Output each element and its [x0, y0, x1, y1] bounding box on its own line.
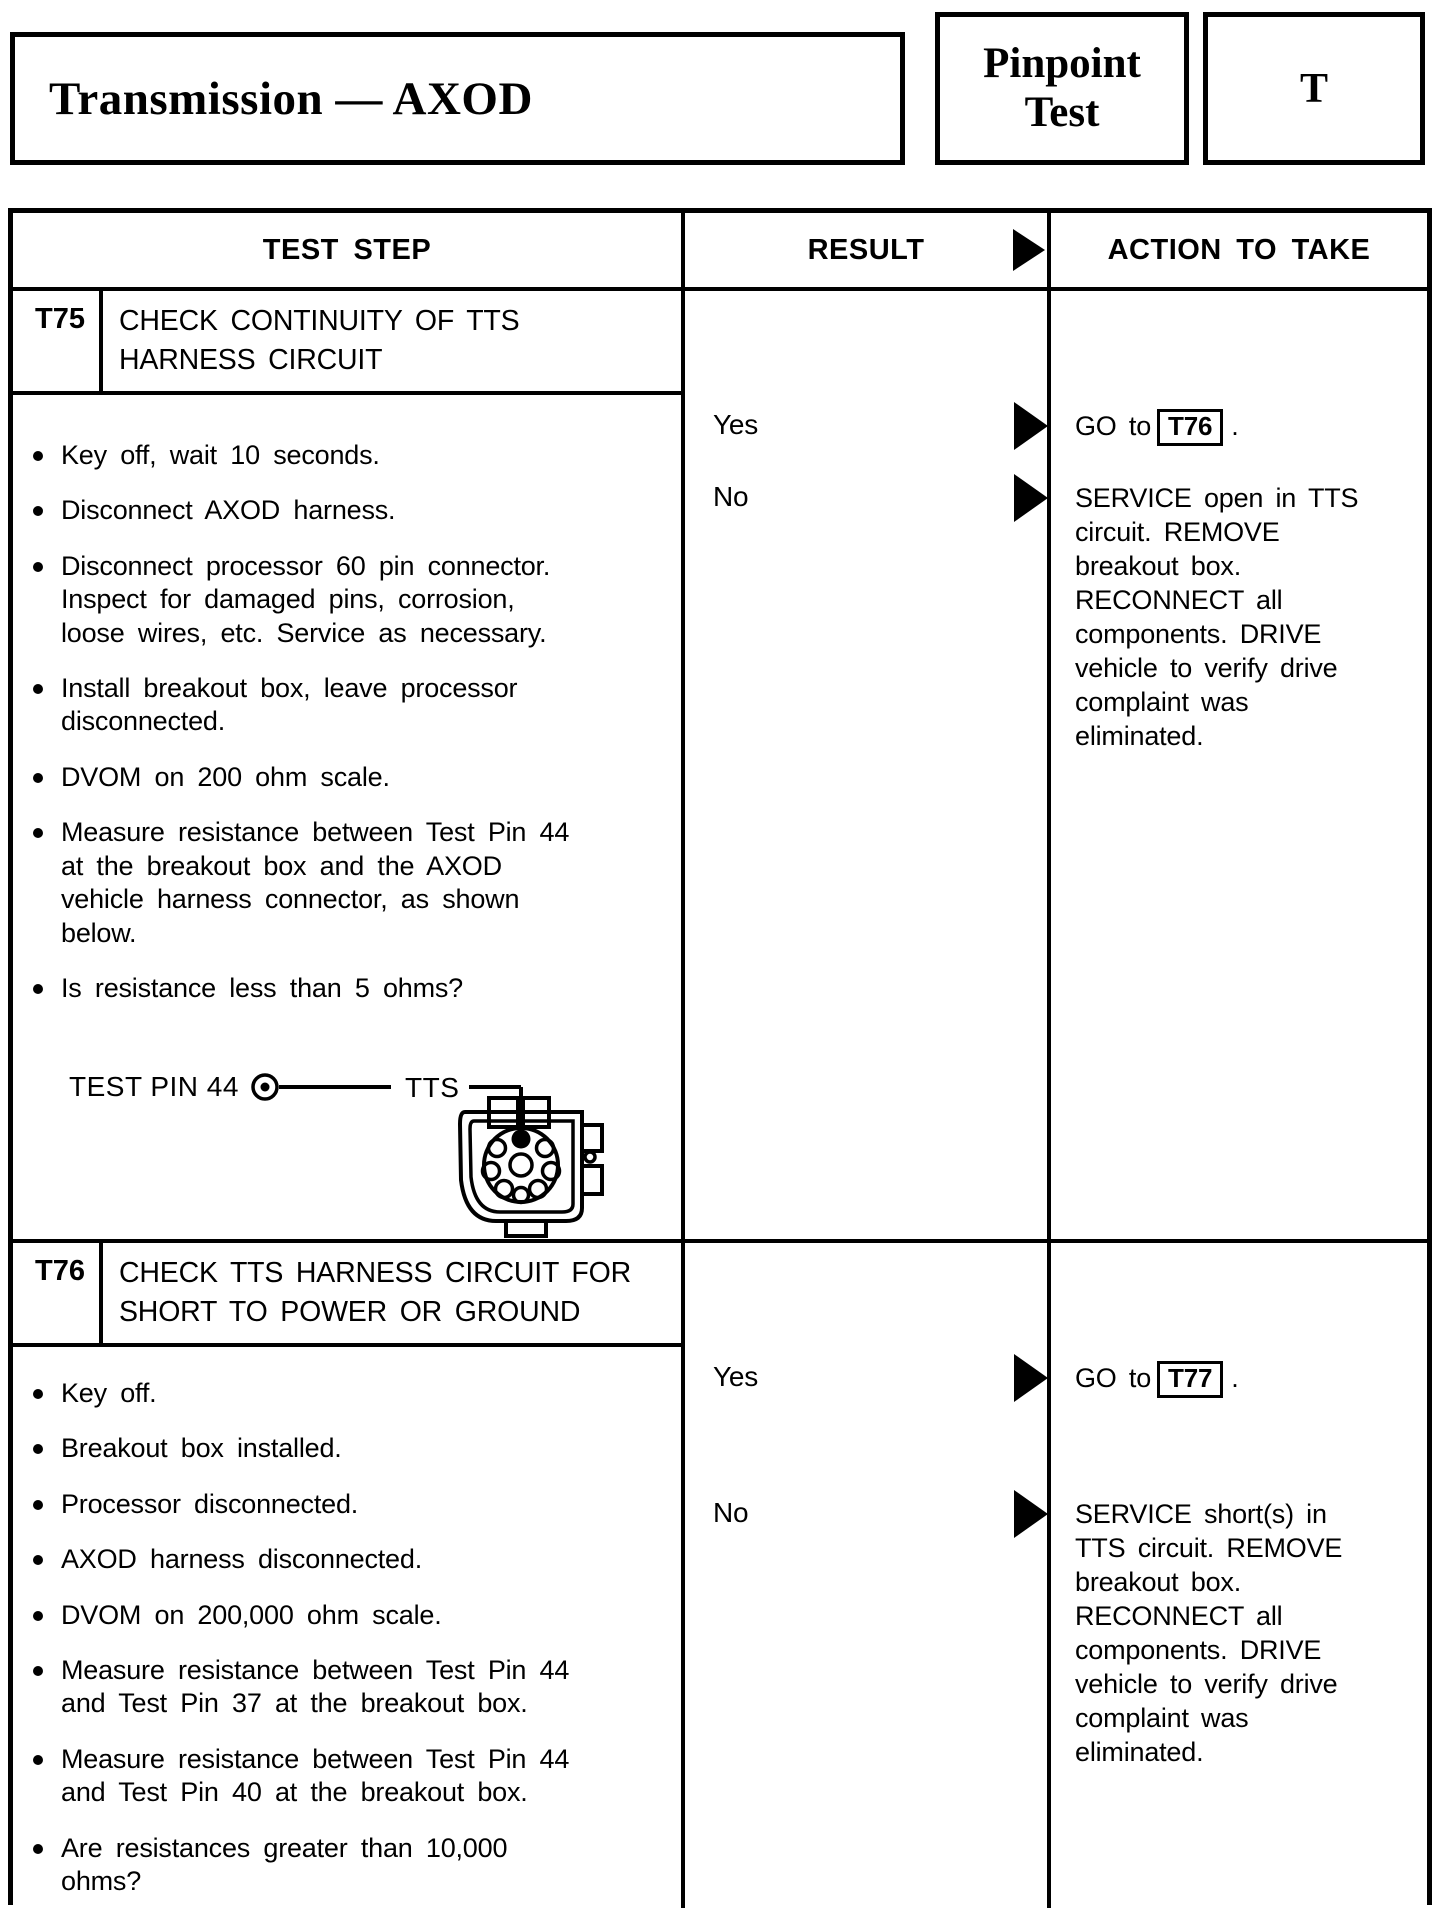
step-instructions: Key off, wait 10 seconds. Disconnect AXO…	[27, 439, 681, 1006]
result-label: Yes	[713, 1361, 759, 1392]
bullet-item: Key off, wait 10 seconds.	[27, 439, 627, 472]
step-instructions: Key off. Breakout box installed. Process…	[27, 1377, 681, 1899]
bullet-item: Is resistance less than 5 ohms?	[27, 972, 627, 1005]
bullet-item: DVOM on 200,000 ohm scale.	[27, 1599, 627, 1632]
axod-harness-connector	[457, 1095, 604, 1238]
pinpoint-badge-line1: Pinpoint	[983, 40, 1141, 88]
action-row-yes: GO to T77.	[1075, 1361, 1427, 1497]
goto-ref-box: T77	[1157, 1361, 1224, 1398]
result-label: No	[713, 481, 749, 512]
pinpoint-test-table: TEST STEP RESULT ACTION TO TAKE T75 CHEC…	[8, 208, 1432, 1908]
step-t76-test-cell: T76 CHECK TTS HARNESS CIRCUIT FOR SHORT …	[13, 1243, 685, 1908]
step-t76-action-cell: GO to T77. SERVICE short(s) in TTS circui…	[1051, 1243, 1427, 1908]
step-title: CHECK TTS HARNESS CIRCUIT FOR SHORT TO P…	[119, 1257, 631, 1329]
connector-diagram: TEST PIN 44 TTS	[69, 1071, 604, 1238]
bullet-item: Processor disconnected.	[27, 1488, 627, 1521]
page-title: Transmission — AXOD	[49, 72, 533, 125]
bullet-item: Key off.	[27, 1377, 627, 1410]
action-goto-suffix: .	[1231, 411, 1239, 441]
step-title: CHECK CONTINUITY OF TTS HARNESS CIRCUIT	[119, 305, 520, 377]
section-letter-badge: T	[1203, 12, 1425, 165]
result-arrow-icon	[1014, 402, 1048, 450]
step-t75-action-cell: GO to T76. SERVICE open in TTS circuit. R…	[1051, 291, 1427, 1243]
action-header-label: ACTION TO TAKE	[1107, 233, 1371, 266]
step-id: T76	[13, 1243, 103, 1343]
column-header-action: ACTION TO TAKE	[1051, 213, 1427, 291]
column-header-result: RESULT	[685, 213, 1051, 291]
step-t76-result-cell: Yes No	[685, 1243, 1051, 1908]
step-id: T75	[13, 291, 103, 391]
bullet-item: Measure resistance between Test Pin 44 a…	[27, 1743, 627, 1810]
bullet-item: Disconnect processor 60 pin connector. I…	[27, 550, 627, 650]
result-header-label: RESULT	[807, 233, 925, 266]
wire-label: TTS	[405, 1072, 459, 1103]
pinpoint-test-badge: Pinpoint Test	[935, 12, 1189, 165]
bullet-item: Measure resistance between Test Pin 44 a…	[27, 816, 627, 950]
test-pin-label: TEST PIN 44	[69, 1071, 239, 1102]
result-arrow-icon	[1014, 1490, 1048, 1538]
bullet-item: Install breakout box, leave processor di…	[27, 672, 627, 739]
result-label: Yes	[713, 409, 759, 440]
result-row-no: No	[685, 1490, 1048, 1538]
bullet-item: Measure resistance between Test Pin 44 a…	[27, 1654, 627, 1721]
bullet-item: Breakout box installed.	[27, 1432, 627, 1465]
page-title-box: Transmission — AXOD	[10, 32, 905, 165]
action-row-no: SERVICE short(s) in TTS circuit. REMOVE …	[1075, 1497, 1427, 1769]
bullet-item: DVOM on 200 ohm scale.	[27, 761, 627, 794]
goto-ref-box: T76	[1157, 409, 1224, 446]
test-step-header-label: TEST STEP	[262, 233, 432, 266]
bullet-item: Are resistances greater than 10,000 ohms…	[27, 1832, 627, 1899]
bullseye-icon	[251, 1073, 279, 1101]
result-arrow-icon	[1014, 474, 1048, 522]
step-header: T76 CHECK TTS HARNESS CIRCUIT FOR SHORT …	[13, 1243, 681, 1347]
result-row-yes: Yes	[685, 402, 1048, 481]
action-text: SERVICE short(s) in TTS circuit. REMOVE …	[1075, 1499, 1343, 1768]
result-label: No	[713, 1497, 749, 1528]
step-t75-result-cell: Yes No	[685, 291, 1051, 1243]
action-goto-prefix: GO to	[1075, 411, 1152, 441]
result-row-no: No	[685, 474, 1048, 522]
column-header-test-step: TEST STEP	[13, 213, 685, 291]
action-text: SERVICE open in TTS circuit. REMOVE brea…	[1075, 483, 1359, 752]
action-goto-suffix: .	[1231, 1363, 1239, 1393]
pinpoint-badge-line2: Test	[1024, 88, 1100, 136]
result-row-yes: Yes	[685, 1354, 1048, 1497]
section-letter: T	[1299, 65, 1328, 112]
step-t75-test-cell: T75 CHECK CONTINUITY OF TTS HARNESS CIRC…	[13, 291, 685, 1243]
result-arrow-icon	[1014, 1354, 1048, 1402]
bullet-item: Disconnect AXOD harness.	[27, 494, 627, 527]
step-header: T75 CHECK CONTINUITY OF TTS HARNESS CIRC…	[13, 291, 681, 395]
action-goto-prefix: GO to	[1075, 1363, 1152, 1393]
bullet-item: AXOD harness disconnected.	[27, 1543, 627, 1576]
result-arrow-icon	[1013, 229, 1045, 271]
action-row-no: SERVICE open in TTS circuit. REMOVE brea…	[1075, 481, 1427, 753]
tts-pin	[511, 1129, 531, 1149]
action-row-yes: GO to T76.	[1075, 409, 1427, 481]
